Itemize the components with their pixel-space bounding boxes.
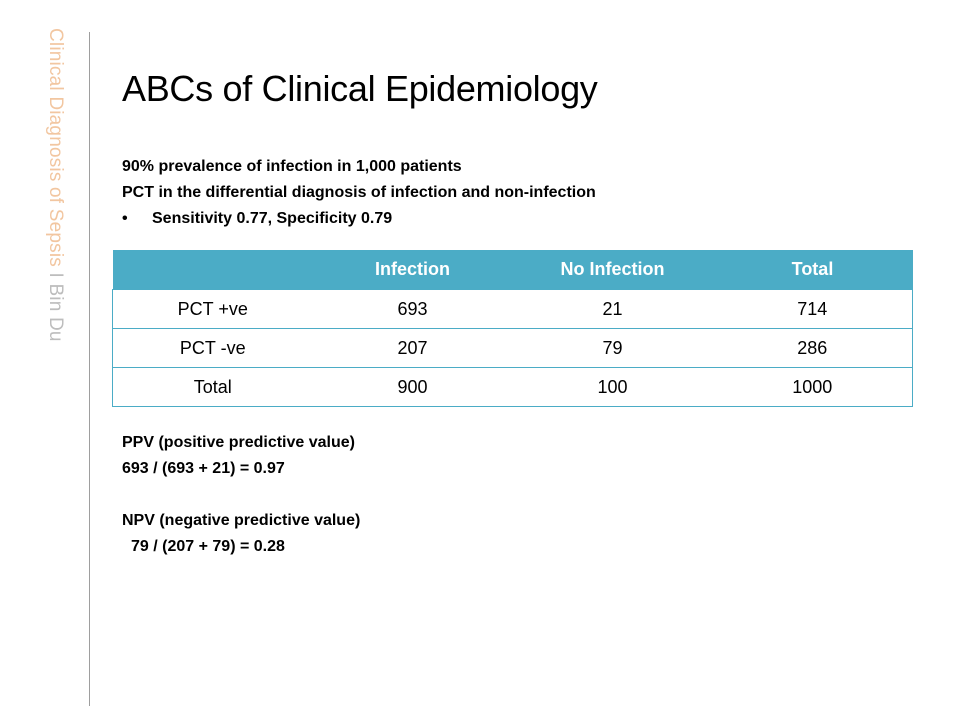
table-header-cell: Infection: [312, 250, 513, 290]
intro-bullet-text: Sensitivity 0.77, Specificity 0.79: [152, 210, 393, 227]
ppv-block: PPV (positive predictive value) 693 / (6…: [122, 430, 355, 482]
ppv-formula: 693 / (693 + 21) = 0.97: [122, 460, 285, 477]
table-cell: 79: [512, 328, 713, 368]
sidebar-separator: I: [45, 272, 66, 278]
contingency-table: Infection No Infection Total PCT +ve 693…: [112, 250, 913, 407]
npv-block: NPV (negative predictive value) 79 / (20…: [122, 508, 360, 560]
table-cell: 714: [712, 289, 913, 329]
npv-label: NPV (negative predictive value): [122, 512, 361, 529]
table-header-cell: Total: [712, 250, 913, 290]
npv-formula: 79 / (207 + 79) = 0.28: [131, 538, 285, 555]
intro-line-pct: PCT in the differential diagnosis of inf…: [122, 184, 596, 201]
table-cell: 693: [312, 289, 513, 329]
table-cell: PCT +ve: [112, 289, 313, 329]
table-row: Total 900 100 1000: [112, 367, 913, 407]
table-row: PCT +ve 693 21 714: [112, 289, 913, 329]
intro-text: 90% prevalence of infection in 1,000 pat…: [122, 154, 596, 232]
table-cell: Total: [112, 367, 313, 407]
table-row: PCT -ve 207 79 286: [112, 328, 913, 368]
table-cell: 207: [312, 328, 513, 368]
table-cell: 286: [712, 328, 913, 368]
intro-bullet-line: • Sensitivity 0.77, Specificity 0.79: [122, 206, 596, 232]
slide-title: ABCs of Clinical Epidemiology: [122, 68, 598, 109]
table-cell: PCT -ve: [112, 328, 313, 368]
intro-line-prevalence: 90% prevalence of infection in 1,000 pat…: [122, 158, 462, 175]
ppv-label: PPV (positive predictive value): [122, 434, 355, 451]
table-cell: 1000: [712, 367, 913, 407]
table-cell: 21: [512, 289, 713, 329]
table-cell: 100: [512, 367, 713, 407]
table-header-cell: No Infection: [512, 250, 713, 290]
vertical-divider: [89, 32, 90, 706]
sidebar-title: Clinical Diagnosis of Sepsis: [45, 28, 66, 267]
table-header-cell: [112, 250, 313, 290]
table-header-row: Infection No Infection Total: [112, 250, 913, 290]
bullet-icon: •: [122, 210, 128, 227]
table-cell: 900: [312, 367, 513, 407]
sidebar-vertical-label: Clinical Diagnosis of Sepsis I Bin Du: [44, 28, 66, 342]
sidebar-author: Bin Du: [45, 283, 66, 342]
